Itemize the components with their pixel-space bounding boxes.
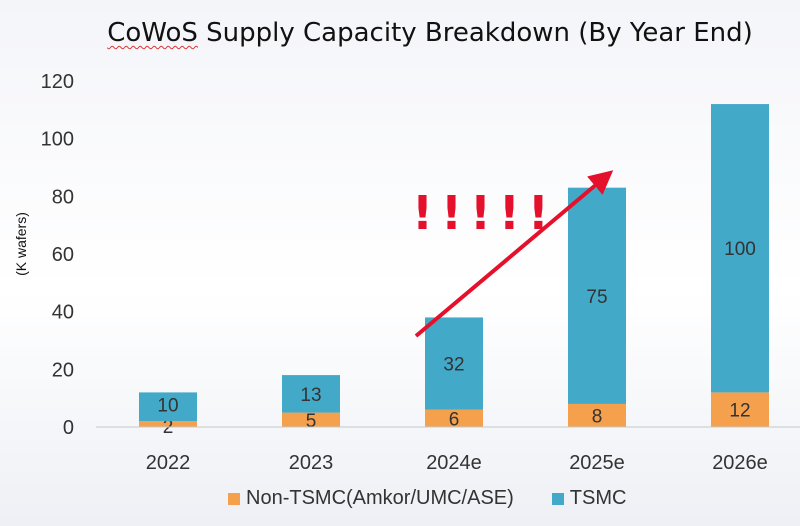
data-label-non-tsmc: 12 (729, 401, 750, 422)
bar-non-tsmc (568, 403, 626, 427)
y-tick-label: 0 (63, 417, 74, 439)
y-tick-label: 60 (52, 244, 74, 266)
bar-non-tsmc (711, 392, 769, 427)
bar-non-tsmc (139, 421, 197, 427)
chart-title-rest: Supply Capacity Breakdown (By Year End) (197, 18, 753, 48)
bar-tsmc (282, 375, 340, 413)
legend: Non-TSMC(Amkor/UMC/ASE) TSMC (228, 487, 664, 510)
bar-tsmc (425, 317, 483, 410)
x-tick-label: 2023 (289, 452, 334, 474)
data-label-tsmc: 13 (300, 385, 321, 406)
chart-title: CoWoS Supply Capacity Breakdown (By Year… (0, 18, 800, 48)
y-tick-label: 40 (52, 302, 74, 324)
x-tick-label: 2022 (146, 452, 191, 474)
x-tick-label: 2024e (426, 452, 482, 474)
x-tick-label: 2026e (712, 452, 768, 474)
y-tick-label: 120 (41, 71, 74, 93)
trend-arrow (414, 170, 614, 338)
y-tick-label: 100 (41, 129, 74, 151)
chart-title-cowos: CoWoS (107, 18, 198, 48)
data-label-tsmc: 10 (157, 395, 178, 416)
data-label-tsmc: 100 (724, 239, 756, 260)
bar-non-tsmc (282, 412, 340, 427)
data-label-tsmc: 32 (443, 355, 464, 376)
legend-label-non-tsmc: Non-TSMC(Amkor/UMC/ASE) (246, 487, 514, 509)
y-tick-label: 20 (52, 359, 74, 381)
bar-tsmc (568, 187, 626, 404)
bar-non-tsmc (425, 409, 483, 427)
y-tick-label: 80 (52, 186, 74, 208)
legend-label-tsmc: TSMC (569, 487, 627, 509)
bar-tsmc (139, 392, 197, 422)
data-label-non-tsmc: 6 (449, 409, 460, 430)
bar-tsmc (711, 104, 769, 393)
legend-swatch-tsmc (551, 492, 564, 505)
legend-item-tsmc: TSMC (551, 487, 627, 510)
legend-swatch-non-tsmc (228, 492, 240, 505)
annotation-exclamations: !!!!! (412, 186, 557, 240)
legend-item-non-tsmc: Non-TSMC(Amkor/UMC/ASE) (228, 487, 514, 510)
data-label-non-tsmc: 5 (306, 411, 317, 432)
data-label-non-tsmc: 8 (592, 406, 603, 427)
data-label-tsmc: 75 (586, 287, 607, 308)
x-tick-label: 2025e (569, 452, 625, 474)
